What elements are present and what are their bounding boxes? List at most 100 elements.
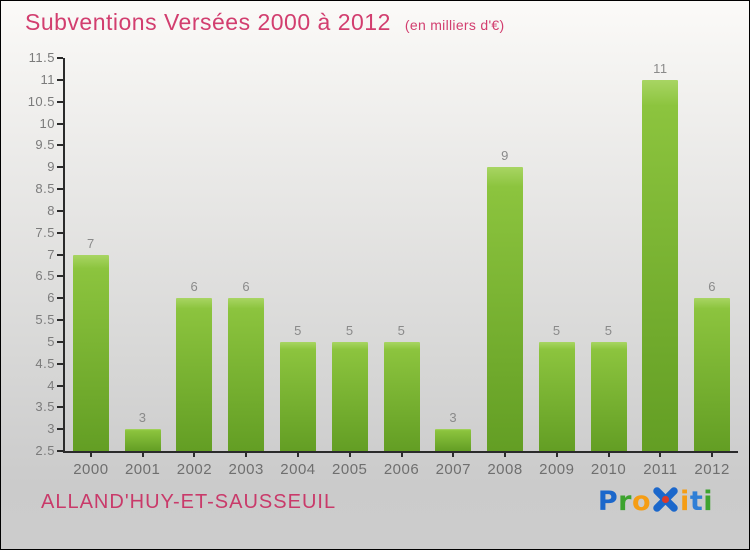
x-axis-label-2010: 2010: [590, 461, 627, 478]
bar-2002: [176, 298, 213, 451]
y-axis-label: 8.5: [35, 181, 55, 197]
bar-value-label: 6: [190, 279, 199, 295]
x-axis-tick: [607, 451, 610, 457]
y-axis-tick: [57, 144, 63, 147]
bar-value-label: 5: [604, 322, 613, 338]
x-axis-tick: [452, 451, 455, 457]
bar-value-label: 9: [501, 148, 509, 164]
y-axis-tick: [57, 78, 63, 81]
y-axis-label: 9: [47, 159, 55, 175]
y-axis-label: 3: [47, 421, 55, 437]
brand-letter: o: [631, 485, 652, 517]
brand-letter: i: [680, 485, 690, 517]
y-axis-tick: [57, 188, 63, 190]
y-axis-tick: [57, 450, 63, 452]
x-axis-label-2003: 2003: [228, 461, 264, 478]
x-axis-label-2007: 2007: [435, 461, 471, 478]
bar-value-label: 5: [397, 322, 406, 338]
bar-2003: [228, 298, 265, 451]
y-axis-label: 7: [47, 246, 55, 262]
bar-2008: [487, 167, 524, 451]
x-axis-label-2004: 2004: [280, 461, 316, 478]
bar-value-label: 7: [87, 235, 95, 251]
x-axis-tick: [504, 451, 507, 457]
bar-2001: [124, 429, 161, 451]
x-axis-tick: [141, 451, 144, 457]
bar-2007: [435, 429, 472, 451]
x-axis-tick: [659, 451, 662, 457]
x-axis-label-2002: 2002: [176, 461, 213, 478]
x-axis-label-2006: 2006: [383, 461, 420, 478]
bar-value-label: 3: [449, 410, 458, 426]
y-axis-label: 3.5: [35, 399, 55, 415]
x-axis-tick: [296, 451, 299, 457]
y-axis-label: 9.5: [35, 137, 55, 153]
bar-2012: [694, 298, 731, 451]
y-axis-tick: [57, 209, 63, 212]
x-axis-tick: [89, 451, 92, 457]
bar-value-label: 5: [552, 322, 561, 338]
bar-2009: [538, 341, 575, 451]
bar-2000: [72, 254, 109, 451]
y-axis-label: 7.5: [35, 224, 55, 240]
x-axis-label-2012: 2012: [694, 461, 730, 478]
x-axis-label-2009: 2009: [539, 461, 575, 478]
y-axis-label: 5: [47, 334, 55, 350]
y-axis-tick: [57, 57, 63, 59]
y-axis-tick: [57, 275, 63, 278]
y-axis-label: 6: [47, 290, 55, 306]
y-axis-label: 11.5: [28, 50, 55, 66]
y-axis-label: 10: [39, 115, 55, 131]
brand-letter: t: [689, 485, 704, 517]
y-axis-label: 5.5: [35, 312, 55, 328]
bar-2011: [642, 79, 679, 451]
x-axis-tick: [555, 451, 558, 457]
x-axis-label-2000: 2000: [73, 461, 109, 478]
brand-x-icon: [652, 487, 679, 519]
bar-2010: [590, 341, 627, 451]
y-axis-tick: [57, 362, 63, 365]
bar-value-label: 6: [708, 279, 716, 295]
x-axis-label-2008: 2008: [487, 461, 523, 478]
bar-2006: [383, 341, 420, 451]
y-axis-label: 2.5: [35, 443, 55, 459]
y-axis-label: 6.5: [35, 268, 55, 284]
y-axis-tick: [57, 406, 63, 409]
page-title: Subventions Versées 2000 à 2012: [25, 9, 391, 35]
y-axis-label: 8: [47, 203, 55, 219]
x-axis-tick: [348, 451, 351, 457]
y-axis-tick: [57, 253, 63, 256]
y-axis-tick: [57, 297, 63, 300]
x-axis-tick: [193, 451, 196, 457]
y-axis-tick: [57, 428, 63, 431]
y-axis-label: 10.5: [27, 93, 55, 109]
y-axis-tick: [57, 319, 63, 321]
x-axis-label-2001: 2001: [124, 461, 161, 478]
y-axis-tick: [57, 384, 63, 387]
bar-value-label: 5: [345, 322, 354, 338]
brand-letter: P: [597, 485, 619, 517]
bar-value-label: 11: [653, 60, 668, 76]
x-axis-tick: [711, 451, 714, 457]
y-axis-tick: [57, 340, 63, 343]
brand-letter: r: [618, 485, 632, 517]
bar-2004: [279, 341, 316, 451]
bar-value-label: 3: [138, 410, 147, 426]
chart-header: Subventions Versées 2000 à 2012 (en mill…: [25, 9, 504, 36]
x-axis-label-2011: 2011: [643, 461, 678, 478]
plot-area: 2.5 3 3.5 4 4.5 5 5.5 6 6.5 7 7.5 8 8.5 9 9.5 10 10.5 11 1…: [28, 50, 738, 478]
y-axis-tick: [57, 100, 63, 103]
bar-value-label: 5: [294, 322, 302, 338]
x-axis-tick: [245, 451, 248, 457]
brand-letter: i: [703, 485, 713, 517]
y-axis-tick: [57, 166, 63, 169]
location-label: ALLAND'HUY-ET-SAUSSEUIL: [41, 491, 337, 513]
y-axis-label: 11: [40, 72, 55, 88]
y-axis-tick: [57, 231, 63, 234]
x-axis-label-2005: 2005: [332, 461, 368, 478]
x-axis-tick: [400, 451, 403, 457]
y-axis-tick: [57, 122, 63, 125]
y-axis-label: 4.5: [35, 355, 55, 371]
